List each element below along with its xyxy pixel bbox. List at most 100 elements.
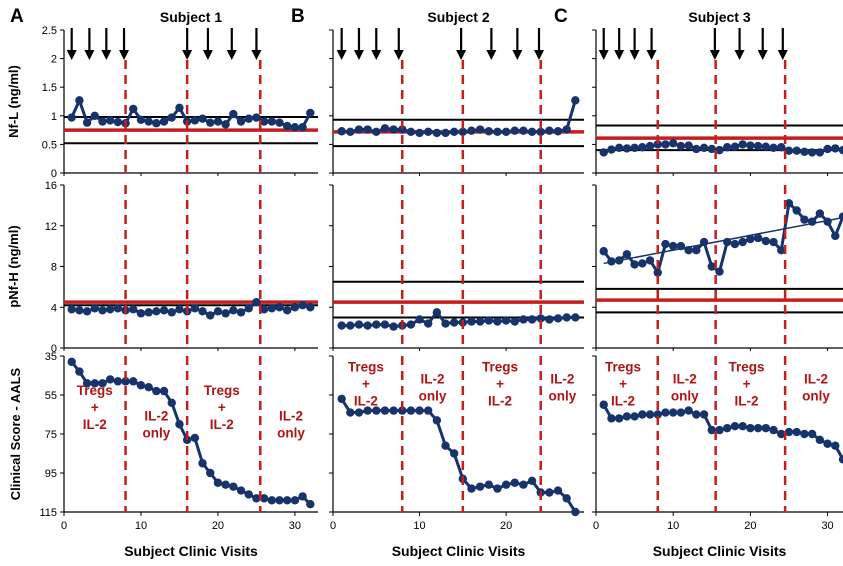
data-point-nfl — [346, 127, 355, 137]
data-point-nfl — [545, 126, 554, 135]
data-point-pnfh — [599, 247, 608, 256]
subject-title-c: Subject 3 — [688, 9, 750, 25]
data-point-pnfh — [501, 316, 511, 325]
x-tick-label: 20 — [500, 520, 512, 532]
data-point-aals — [175, 420, 184, 429]
phase-annotation: only — [142, 425, 170, 440]
data-point-pnfh — [527, 315, 537, 324]
subject-title-a: Subject 1 — [160, 9, 222, 25]
data-point-aals — [562, 494, 571, 503]
data-point-pnfh — [510, 317, 519, 326]
data-point-aals — [501, 480, 511, 489]
data-point-nfl — [259, 117, 269, 126]
y-tick-label-nfl: 1.5 — [42, 82, 57, 94]
phase-annotation: + — [362, 377, 370, 392]
data-point-nfl — [129, 104, 138, 114]
data-point-pnfh — [707, 262, 716, 271]
data-point-nfl — [467, 126, 476, 135]
data-point-pnfh — [75, 306, 84, 315]
y-tick-label-pnfh: 16 — [45, 180, 57, 192]
data-point-nfl — [784, 146, 794, 155]
data-point-aals — [784, 427, 794, 437]
x-tick-label: 0 — [330, 520, 336, 532]
data-point-aals — [571, 507, 580, 517]
phase-annotation: Tregs — [348, 360, 384, 375]
phase-annotation: IL-2 — [144, 408, 168, 423]
data-point-nfl — [676, 141, 686, 151]
data-point-aals — [167, 398, 176, 407]
y-tick-label-pnfh: 12 — [45, 221, 57, 233]
data-point-pnfh — [645, 256, 655, 265]
data-point-pnfh — [753, 233, 763, 243]
data-point-nfl — [167, 113, 176, 122]
dose-arrow-head — [353, 50, 364, 60]
data-point-nfl — [152, 119, 161, 128]
data-point-pnfh — [267, 304, 277, 313]
data-point-aals — [75, 367, 84, 376]
phase-annotation: IL-2 — [83, 417, 107, 432]
data-point-aals — [707, 425, 716, 435]
data-point-pnfh — [252, 297, 261, 307]
data-point-pnfh — [831, 231, 840, 241]
data-point-pnfh — [769, 237, 778, 247]
x-tick-label: 10 — [413, 520, 425, 532]
data-point-nfl — [290, 123, 300, 132]
data-point-aals — [519, 480, 528, 489]
data-point-nfl — [599, 148, 608, 157]
data-point-pnfh — [290, 303, 300, 312]
dose-arrow-head — [101, 50, 112, 60]
data-point-nfl — [699, 143, 709, 153]
data-point-nfl — [571, 96, 580, 105]
data-point-pnfh — [723, 237, 732, 247]
data-point-nfl — [493, 127, 502, 137]
data-point-aals — [236, 486, 246, 495]
data-point-nfl — [777, 143, 786, 152]
data-point-aals — [807, 429, 817, 439]
data-point-aals — [363, 406, 372, 415]
data-point-pnfh — [761, 236, 771, 246]
data-point-nfl — [380, 124, 390, 133]
data-point-nfl — [406, 127, 416, 137]
data-point-nfl — [306, 108, 315, 118]
phase-annotation: IL-2 — [804, 371, 828, 386]
data-point-aals — [105, 375, 115, 384]
data-point-nfl — [730, 142, 740, 151]
data-point-aals — [493, 484, 502, 493]
x-tick-label: 0 — [593, 520, 599, 532]
phase-annotation: IL-2 — [673, 371, 697, 386]
data-point-aals — [467, 484, 476, 493]
dose-arrow-head — [226, 50, 237, 60]
data-point-aals — [432, 416, 442, 425]
series-line-pnfh-b — [341, 310, 576, 329]
data-point-pnfh — [372, 320, 381, 329]
data-point-aals — [684, 406, 693, 415]
phase-annotation: IL-2 — [279, 408, 303, 423]
phase-annotation: only — [671, 388, 699, 403]
data-point-pnfh — [389, 322, 398, 331]
data-point-aals — [599, 400, 608, 409]
dose-arrow-head — [709, 50, 720, 60]
subject-title-b: Subject 2 — [427, 9, 489, 25]
dose-arrow-head — [614, 50, 625, 60]
data-point-pnfh — [424, 319, 433, 328]
phase-annotation: only — [548, 388, 576, 403]
data-point-pnfh — [519, 315, 528, 324]
data-point-nfl — [105, 116, 115, 125]
data-point-aals — [244, 490, 253, 499]
data-point-pnfh — [90, 304, 99, 313]
data-point-aals — [653, 410, 662, 419]
data-point-nfl — [213, 117, 223, 126]
data-point-pnfh — [536, 314, 545, 323]
y-axis-label-nfl: Nf-L (ng/ml) — [6, 65, 21, 138]
data-point-aals — [298, 492, 307, 501]
data-point-pnfh — [298, 301, 307, 310]
data-point-nfl — [98, 117, 107, 126]
data-point-aals — [337, 394, 346, 404]
series-line-nfl-b — [341, 99, 577, 135]
y-tick-label-aals: 35 — [45, 351, 57, 363]
x-tick-label: 20 — [212, 520, 224, 532]
data-point-pnfh — [244, 304, 253, 313]
data-point-pnfh — [113, 304, 123, 313]
dose-arrow-head — [84, 50, 95, 60]
data-point-aals — [692, 410, 701, 419]
